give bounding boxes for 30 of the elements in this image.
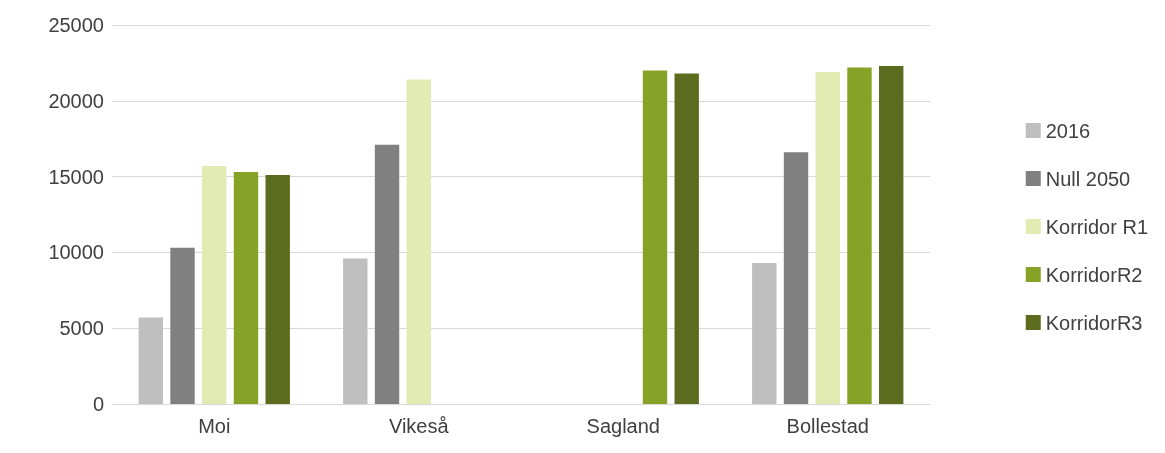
bar (847, 67, 872, 404)
bar (265, 175, 290, 404)
x-tick-label: Bollestad (786, 415, 869, 437)
y-tick-label: 25000 (48, 14, 104, 36)
y-tick-label: 15000 (48, 165, 104, 188)
y-tick-label: 0 (92, 393, 104, 415)
bar (138, 317, 163, 404)
bar (233, 172, 259, 404)
bar (202, 165, 227, 404)
legend-label: 2016 (1045, 119, 1091, 142)
bar (783, 152, 809, 404)
bar (752, 263, 777, 404)
legend-label: KorridorR3 (1045, 311, 1143, 334)
x-tick-label: Moi (198, 415, 231, 437)
bar (815, 72, 840, 404)
bar (642, 70, 668, 404)
y-tick-label: 10000 (48, 241, 104, 264)
bar (170, 247, 195, 404)
bar (374, 144, 400, 404)
legend-label: Korridor R1 (1045, 215, 1149, 238)
legend-label: Null 2050 (1045, 167, 1131, 190)
bar (406, 79, 431, 404)
y-tick-label: 5000 (59, 317, 104, 340)
x-tick-label: Vikeså (388, 415, 450, 437)
y-tick-label: 20000 (48, 89, 104, 112)
bar (879, 65, 904, 404)
x-tick-label: Sagland (586, 415, 660, 437)
legend-label: KorridorR2 (1045, 263, 1143, 286)
bar (343, 258, 368, 404)
bar (674, 73, 699, 404)
